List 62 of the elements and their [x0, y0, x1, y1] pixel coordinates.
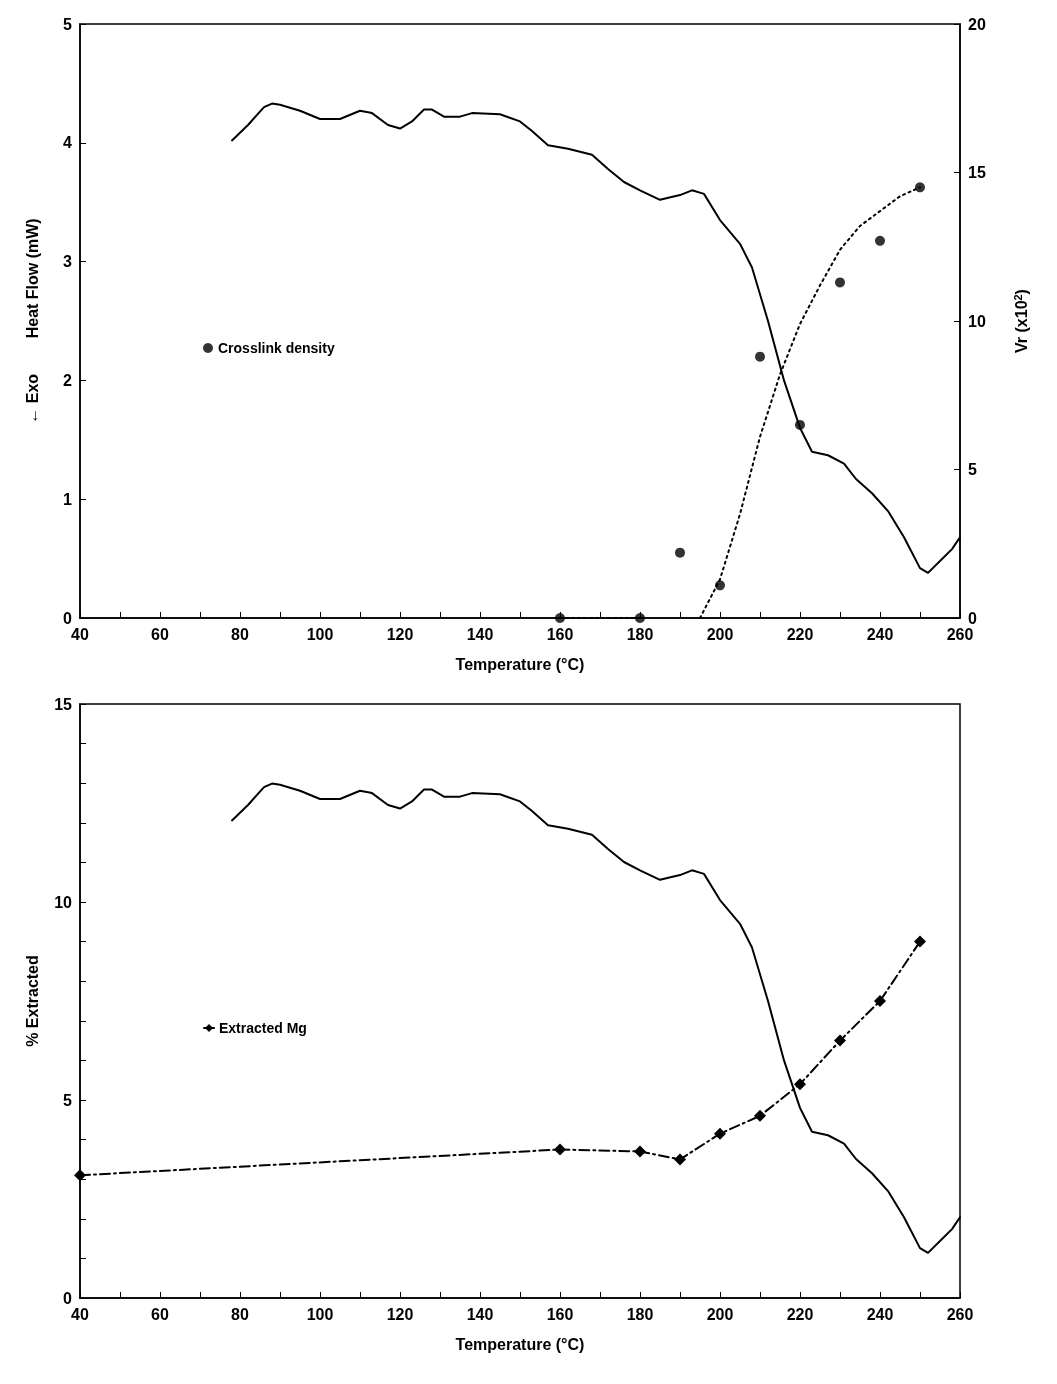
point	[914, 935, 926, 948]
y-axis-title: % Extracted	[23, 955, 41, 1047]
point	[835, 277, 845, 288]
x-axis-title: Temperature (°C)	[455, 655, 585, 673]
point	[634, 1145, 646, 1158]
point	[74, 1169, 86, 1182]
y-tick-label: 5	[63, 1091, 73, 1109]
y-tick-label: 2	[63, 371, 73, 389]
y-tick-label: 10	[54, 893, 73, 911]
y2-tick-label: 0	[968, 609, 977, 627]
y-tick-label: 3	[63, 253, 73, 271]
x-tick-label: 160	[546, 1305, 574, 1323]
x-tick-label: 140	[466, 625, 494, 643]
y-tick-label: 4	[63, 134, 73, 152]
x-tick-label: 180	[626, 625, 654, 643]
legend-label: Crosslink density	[218, 340, 335, 356]
y-tick-label: 0	[63, 1289, 73, 1307]
x-tick-label: 200	[706, 625, 734, 643]
x-tick-label: 200	[706, 1305, 734, 1323]
point	[554, 1143, 566, 1156]
point	[755, 351, 765, 362]
x-tick-label: 60	[151, 625, 169, 643]
x-tick-label: 40	[71, 625, 89, 643]
y2-tick-label: 5	[968, 461, 977, 478]
point	[754, 1109, 766, 1122]
x-tick-label: 60	[151, 1305, 169, 1323]
point	[794, 1078, 806, 1091]
x-tick-label: 240	[866, 625, 894, 643]
point	[834, 1034, 846, 1047]
point	[714, 1127, 726, 1140]
y-tick-label: 0	[63, 609, 73, 627]
point	[875, 235, 885, 246]
legend-label: Extracted Mg	[219, 1020, 307, 1036]
x-tick-label: 220	[786, 625, 814, 643]
x-tick-label: 240	[866, 1305, 894, 1323]
point	[555, 613, 565, 623]
x-tick-label: 80	[231, 1305, 249, 1323]
point	[635, 613, 645, 623]
y2-axis-title: Vr (x102)	[1011, 289, 1030, 353]
y-tick-label: 1	[63, 490, 73, 508]
point	[675, 547, 685, 558]
y2-tick-label: 10	[968, 312, 986, 330]
y-tick-label: 15	[54, 695, 73, 713]
x-tick-label: 220	[786, 1305, 814, 1323]
x-tick-label: 100	[306, 625, 334, 643]
x-tick-label: 180	[626, 1305, 654, 1323]
point	[874, 995, 886, 1007]
y-axis-title: ← Exo Heat Flow (mW)	[23, 218, 41, 424]
point	[674, 1153, 686, 1166]
x-tick-label: 140	[466, 1305, 494, 1323]
x-tick-label: 260	[946, 625, 974, 643]
x-tick-label: 80	[231, 625, 249, 643]
y-tick-label: 5	[63, 15, 73, 33]
x-tick-label: 160	[546, 625, 574, 643]
x-axis-title: Temperature (°C)	[455, 1335, 585, 1353]
y2-tick-label: 15	[968, 164, 986, 181]
x-tick-label: 120	[386, 1305, 414, 1323]
x-tick-label: 120	[386, 625, 414, 643]
x-tick-label: 100	[306, 1305, 334, 1323]
x-tick-label: 260	[946, 1305, 974, 1323]
y2-tick-label: 20	[968, 15, 986, 33]
x-tick-label: 40	[71, 1305, 89, 1323]
